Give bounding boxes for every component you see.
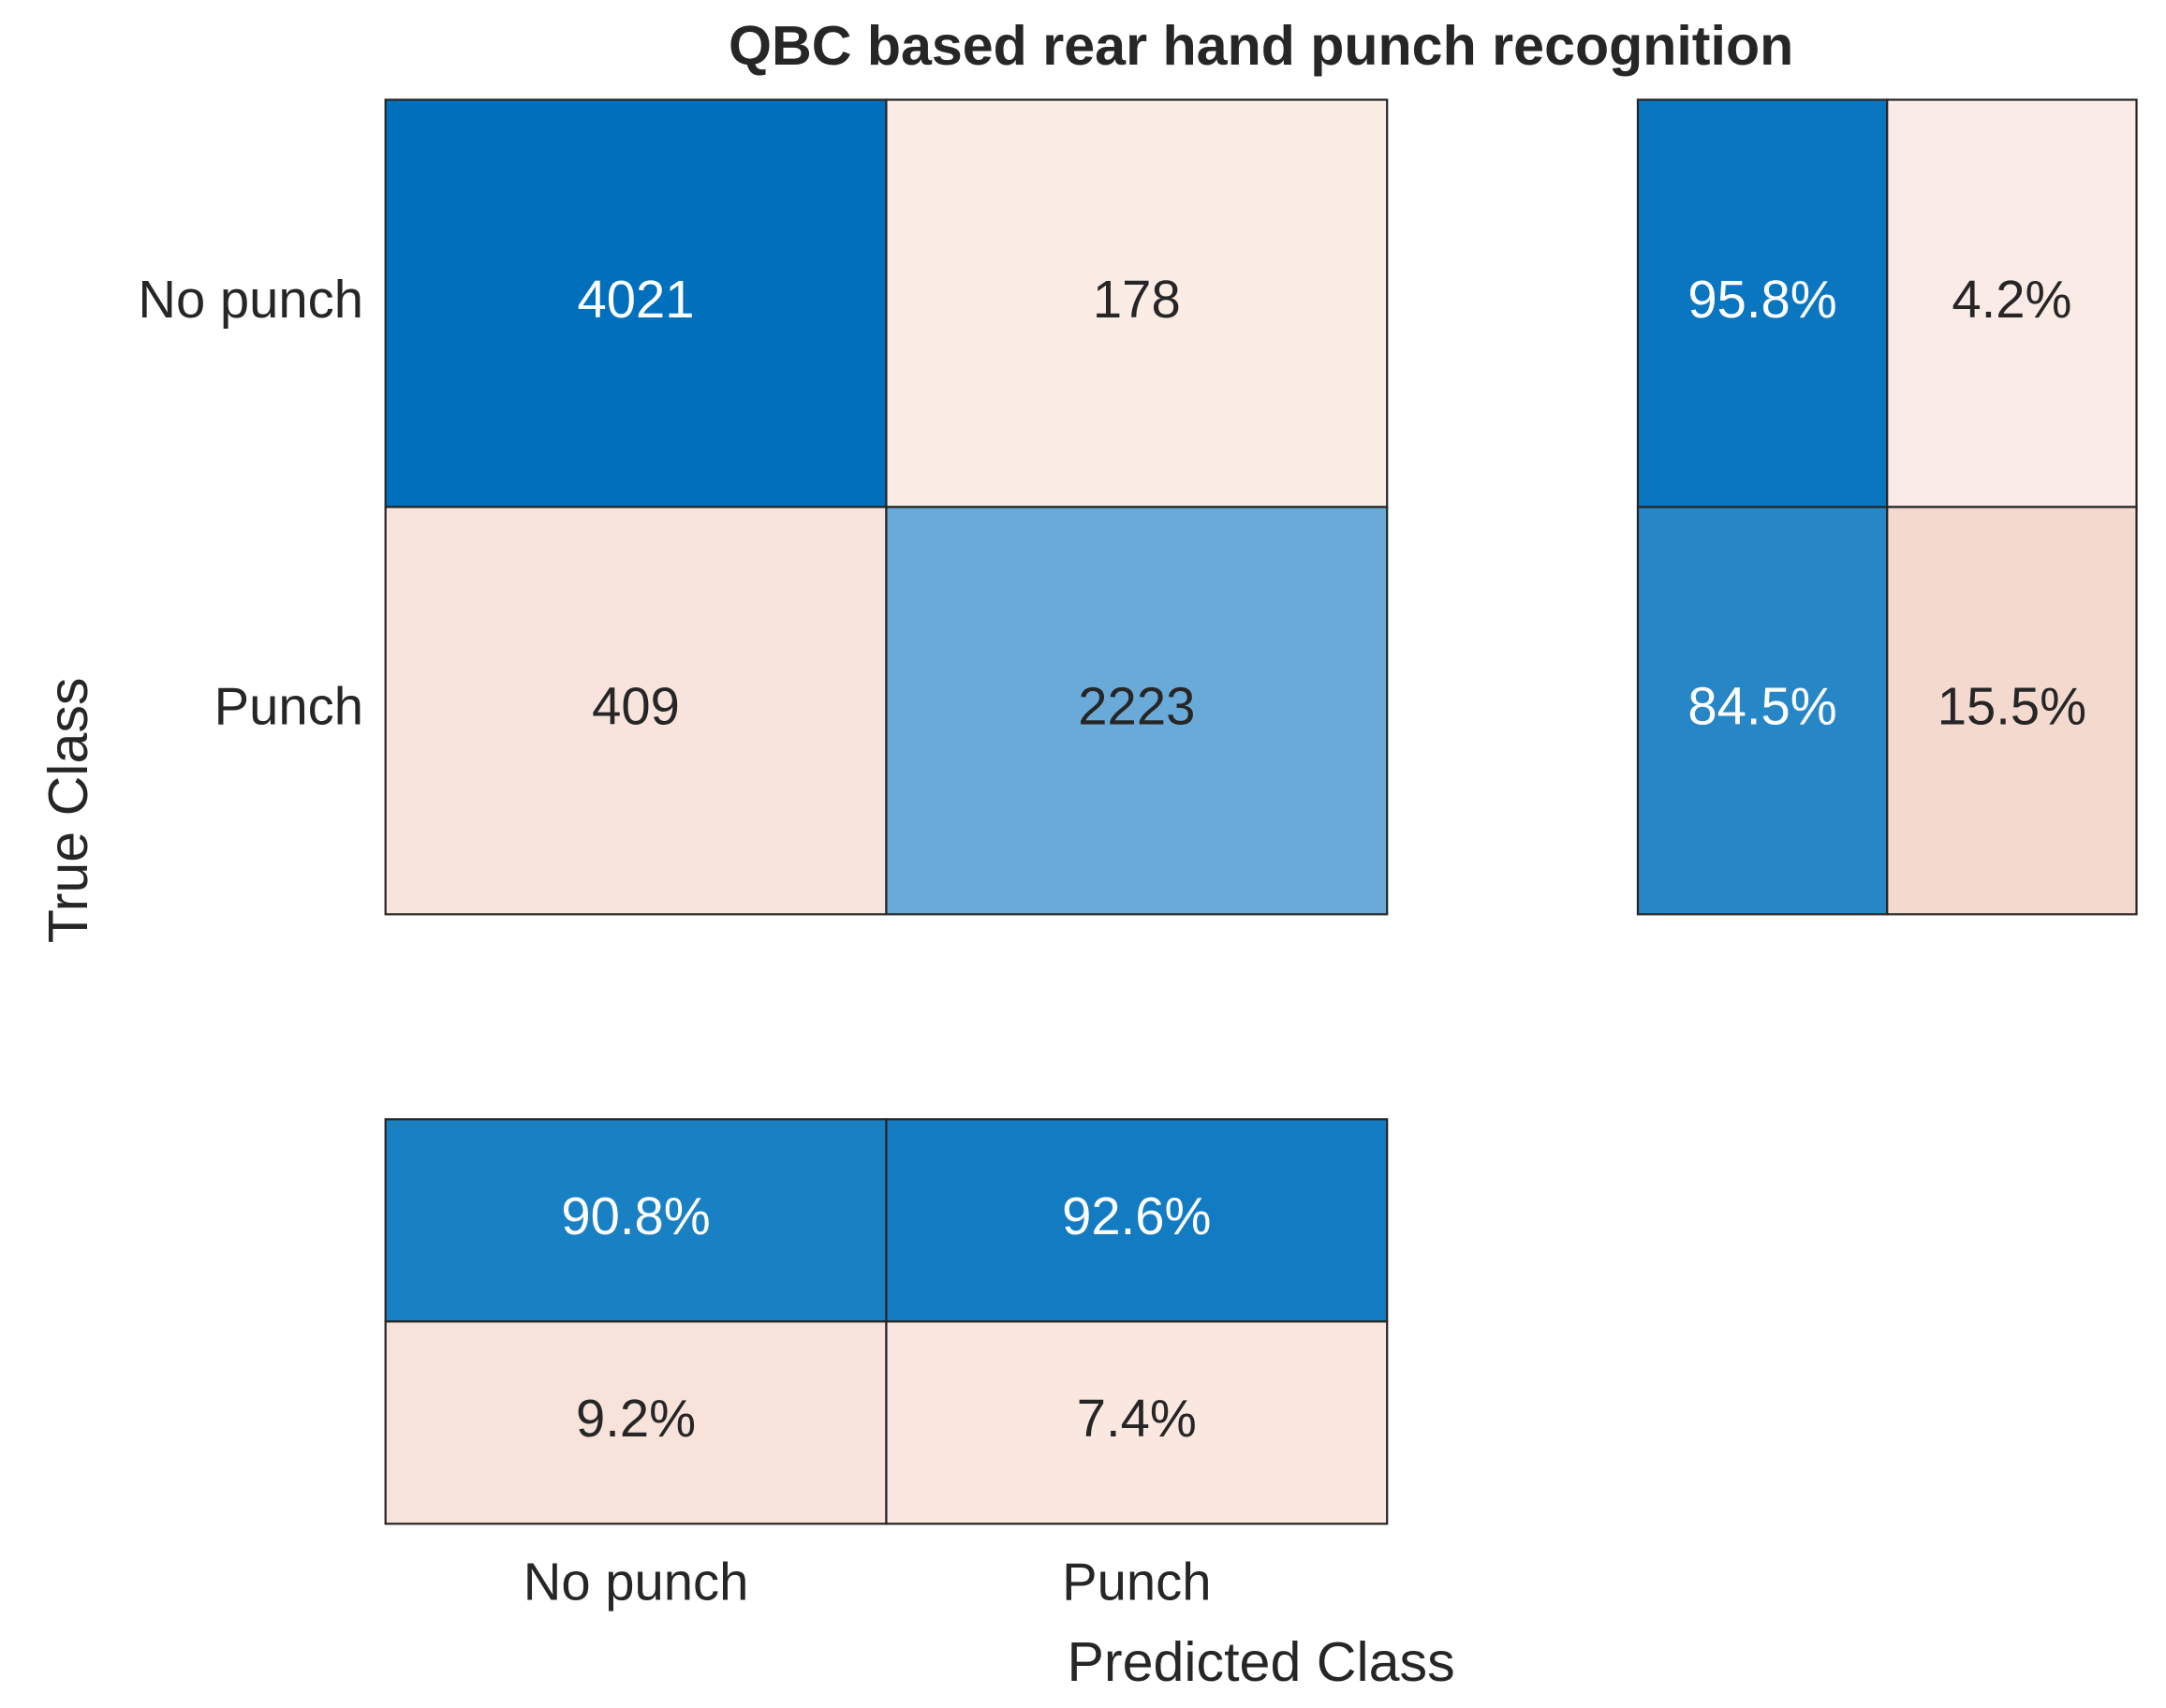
row-summary-cell-label: 4.2%	[1952, 270, 2071, 329]
matrix-cell-label: 409	[592, 677, 680, 736]
x-tick-label: No punch	[523, 1553, 749, 1612]
matrix-cell	[384, 506, 888, 916]
matrix-cell-label: 178	[1093, 270, 1181, 329]
row-summary-cell-label: 15.5%	[1938, 677, 2086, 736]
column-summary-cell-label: 7.4%	[1077, 1389, 1197, 1448]
column-summary-cell	[885, 1118, 1389, 1323]
row-summary-cell-label: 95.8%	[1687, 270, 1836, 329]
y-tick-label: No punch	[138, 270, 363, 329]
row-summary-cell	[1886, 98, 2138, 508]
matrix-cell-label: 2223	[1078, 677, 1195, 736]
column-summary-cell-label: 90.8%	[561, 1186, 710, 1245]
row-summary-cell-label: 84.5%	[1687, 677, 1836, 736]
row-summary-cell	[1636, 506, 1889, 916]
matrix-cell	[885, 98, 1389, 508]
column-summary-cell	[885, 1320, 1389, 1525]
column-summary-cell-label: 92.6%	[1062, 1186, 1211, 1245]
x-axis-label: Predicted Class	[1067, 1630, 1454, 1693]
row-summary-cell	[1886, 506, 2138, 916]
matrix-cell	[885, 506, 1389, 916]
matrix-cell-label: 4021	[578, 270, 695, 329]
column-summary-cell-label: 9.2%	[576, 1389, 696, 1448]
x-tick-label: Punch	[1062, 1553, 1211, 1612]
matrix-cell	[384, 98, 888, 508]
row-summary-cell	[1636, 98, 1889, 508]
chart-title: QBC based rear hand punch recognition	[729, 14, 1793, 77]
y-tick-label: Punch	[214, 677, 363, 736]
y-axis-label: True Class	[37, 678, 99, 944]
